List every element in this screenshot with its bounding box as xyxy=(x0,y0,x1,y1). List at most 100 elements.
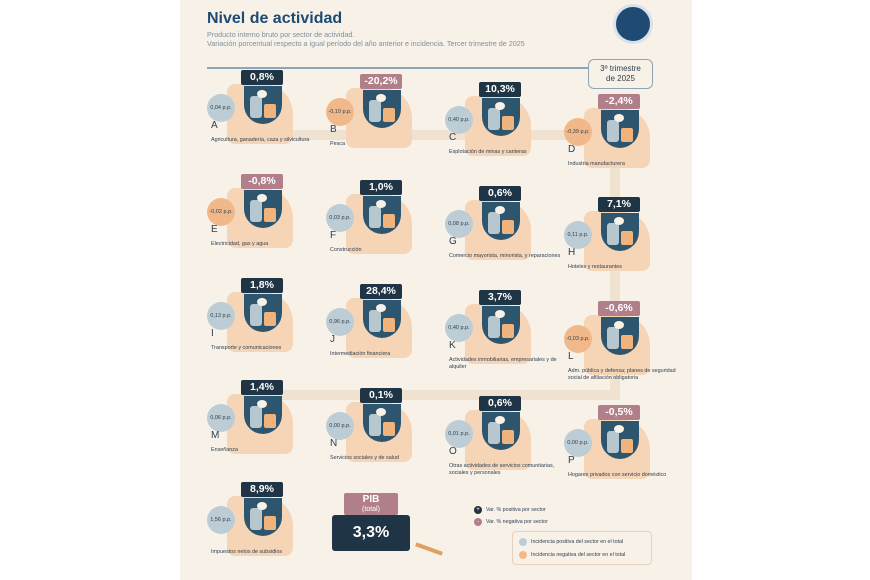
sector-name: Explotación de minas y canteras xyxy=(449,149,527,155)
sector-letter: G xyxy=(449,236,457,247)
sector-letter: F xyxy=(330,230,337,241)
sector-variation: 0,8% xyxy=(241,70,283,85)
sector-name: Servicios sociales y de salud xyxy=(330,455,399,461)
sector-incidence: 0,00 p.p. xyxy=(326,412,354,440)
sector-incidence: -0,39 p.p. xyxy=(564,118,592,146)
sector-variation: 0,6% xyxy=(479,396,521,411)
sector-incidence: 0,40 p.p. xyxy=(445,314,473,342)
sector-variation: 1,4% xyxy=(241,380,283,395)
sector-letter: H xyxy=(568,247,576,258)
sector-letter: C xyxy=(449,132,457,143)
pib-title: PIB xyxy=(362,494,380,505)
sector-incidence: 0,13 p.p. xyxy=(207,302,235,330)
sector-variation: 7,1% xyxy=(598,197,640,212)
school-icon xyxy=(244,396,282,434)
sector-name: Agricultura, ganadería, caza y silvicult… xyxy=(211,137,310,143)
fish-hook-icon xyxy=(363,90,401,128)
legend-negative-inc: Incidencia negativa del sector en el tot… xyxy=(519,550,625,560)
sector-letter: I xyxy=(211,328,214,339)
sector-variation: 1,8% xyxy=(241,278,283,293)
legend-incidence: Incidencia positiva del sector en el tot… xyxy=(512,531,652,565)
sector-incidence: -0,03 p.p. xyxy=(564,325,592,353)
infographic-poster: Nivel de actividad Producto interno brut… xyxy=(180,0,692,580)
sector-incidence: 0,11 p.p. xyxy=(564,221,592,249)
bank-icon xyxy=(363,300,401,338)
quarter-label-line-1: 3º trimestre xyxy=(600,64,641,73)
path-band xyxy=(260,390,620,400)
sector-letter: B xyxy=(330,124,337,135)
sector-incidence: 0,01 p.p. xyxy=(445,420,473,448)
sector-name: Hogares privados con servicio doméstico xyxy=(568,472,667,478)
sector-letter: E xyxy=(211,224,218,235)
real-estate-icon xyxy=(482,306,520,344)
wifi-transport-icon xyxy=(244,294,282,332)
sector-name: Industria manufacturera xyxy=(568,161,625,167)
sector-name: Comercio mayorista, minorista, y reparac… xyxy=(449,253,561,259)
legend-negative-inc-dot xyxy=(519,550,527,559)
government-icon xyxy=(601,317,639,355)
sector-card: 3,7% 0,40 p.p. K Actividades inmobiliarias,… xyxy=(445,290,557,384)
sector-card: 7,1% 0,11 p.p. H Hoteles y restaurantes xyxy=(564,197,660,291)
sector-name: Electricidad, gas y agua xyxy=(211,241,269,247)
sector-incidence: 0,40 p.p. xyxy=(445,106,473,134)
sector-variation: -2,4% xyxy=(598,94,640,109)
sector-incidence: 0,96 p.p. xyxy=(326,308,354,336)
sector-incidence: 1,56 p.p. xyxy=(207,506,235,534)
sector-name: Hoteles y restaurantes xyxy=(568,264,622,270)
sector-card: -0,8% -0,02 p.p. E Electricidad, gas y agua xyxy=(207,174,303,268)
sector-name: Construcción xyxy=(330,247,362,253)
sector-letter: J xyxy=(330,334,335,345)
pib-total: PIB (total) 3,3% xyxy=(332,493,410,553)
sector-name: Pesca xyxy=(330,141,345,147)
quarter-label-line-2: de 2025 xyxy=(606,74,635,83)
sector-letter: N xyxy=(330,438,338,449)
truck-icon xyxy=(363,196,401,234)
sector-card: 10,3% 0,40 p.p. C Explotación de minas y ca… xyxy=(445,82,541,176)
sector-incidence: 0,06 p.p. xyxy=(207,404,235,432)
sector-variation: -0,5% xyxy=(598,405,640,420)
sector-name: Adm. pública y defensa; planes de seguri… xyxy=(568,368,676,381)
sector-card: 8,9% 1,56 p.p. Impuestos netos de subsidio… xyxy=(207,482,303,576)
sector-letter: D xyxy=(568,144,576,155)
sector-incidence: 0,00 p.p. xyxy=(564,429,592,457)
sector-incidence: 0,04 p.p. xyxy=(207,94,235,122)
sector-card: 1,8% 0,13 p.p. I Transporte y comunicacione… xyxy=(207,278,303,372)
legend-positive-var-label: Var. % positiva por sector xyxy=(486,507,546,513)
sector-card: 0,6% 0,08 p.p. G Comercio mayorista, minori… xyxy=(445,186,560,280)
legend-variation: + Var. % positiva por sector - Var. % nega… xyxy=(468,497,568,535)
health-icon xyxy=(363,404,401,442)
sector-incidence: 0,08 p.p. xyxy=(445,210,473,238)
sector-card: -2,4% -0,39 p.p. D Industria manufacturera xyxy=(564,94,660,188)
sector-card: 1,0% 0,03 p.p. F Construcción xyxy=(326,180,422,274)
sector-incidence: -0,02 p.p. xyxy=(207,198,235,226)
legend-negative-inc-label: Incidencia negativa del sector en el tot… xyxy=(531,552,626,558)
page-title: Nivel de actividad xyxy=(207,10,343,27)
sector-name: Transporte y comunicaciones xyxy=(211,345,282,351)
subtitle-line-2: Variación porcentual respecto a igual pe… xyxy=(207,39,525,48)
sector-name: Intermediación financiera xyxy=(330,351,391,357)
sector-letter: P xyxy=(568,455,575,466)
legend-positive-var: + Var. % positiva por sector xyxy=(474,505,546,515)
sector-letter: M xyxy=(211,430,220,441)
sector-variation: 1,0% xyxy=(360,180,402,195)
sector-name: Enseñanza xyxy=(211,447,238,453)
sector-card: 0,8% 0,04 p.p. A Agricultura, ganadería, ca… xyxy=(207,70,309,164)
sector-incidence: -0,10 p.p. xyxy=(326,98,354,126)
legend-negative-var: - Var. % negativa por sector xyxy=(474,517,548,527)
pencil-icon xyxy=(415,542,443,556)
legend-negative-var-label: Var. % negativa por sector xyxy=(486,519,548,525)
legend-positive-inc-label: Incidencia positiva del sector en el tot… xyxy=(531,539,624,545)
coins-icon xyxy=(244,498,282,536)
legend-positive-var-dot: + xyxy=(474,505,482,514)
quarter-connector xyxy=(207,67,602,69)
gears-icon xyxy=(601,110,639,148)
quarter-label: 3º trimestre de 2025 xyxy=(588,59,653,89)
legend-positive-inc: Incidencia positiva del sector en el tot… xyxy=(519,537,623,547)
sector-variation: 0,6% xyxy=(479,186,521,201)
sector-card: 0,1% 0,00 p.p. N Servicios sociales y de sa… xyxy=(326,388,422,482)
sector-letter: O xyxy=(449,446,457,457)
shop-icon xyxy=(482,202,520,240)
sector-variation: 8,9% xyxy=(241,482,283,497)
oil-pump-icon xyxy=(482,98,520,136)
sector-letter: A xyxy=(211,120,218,131)
